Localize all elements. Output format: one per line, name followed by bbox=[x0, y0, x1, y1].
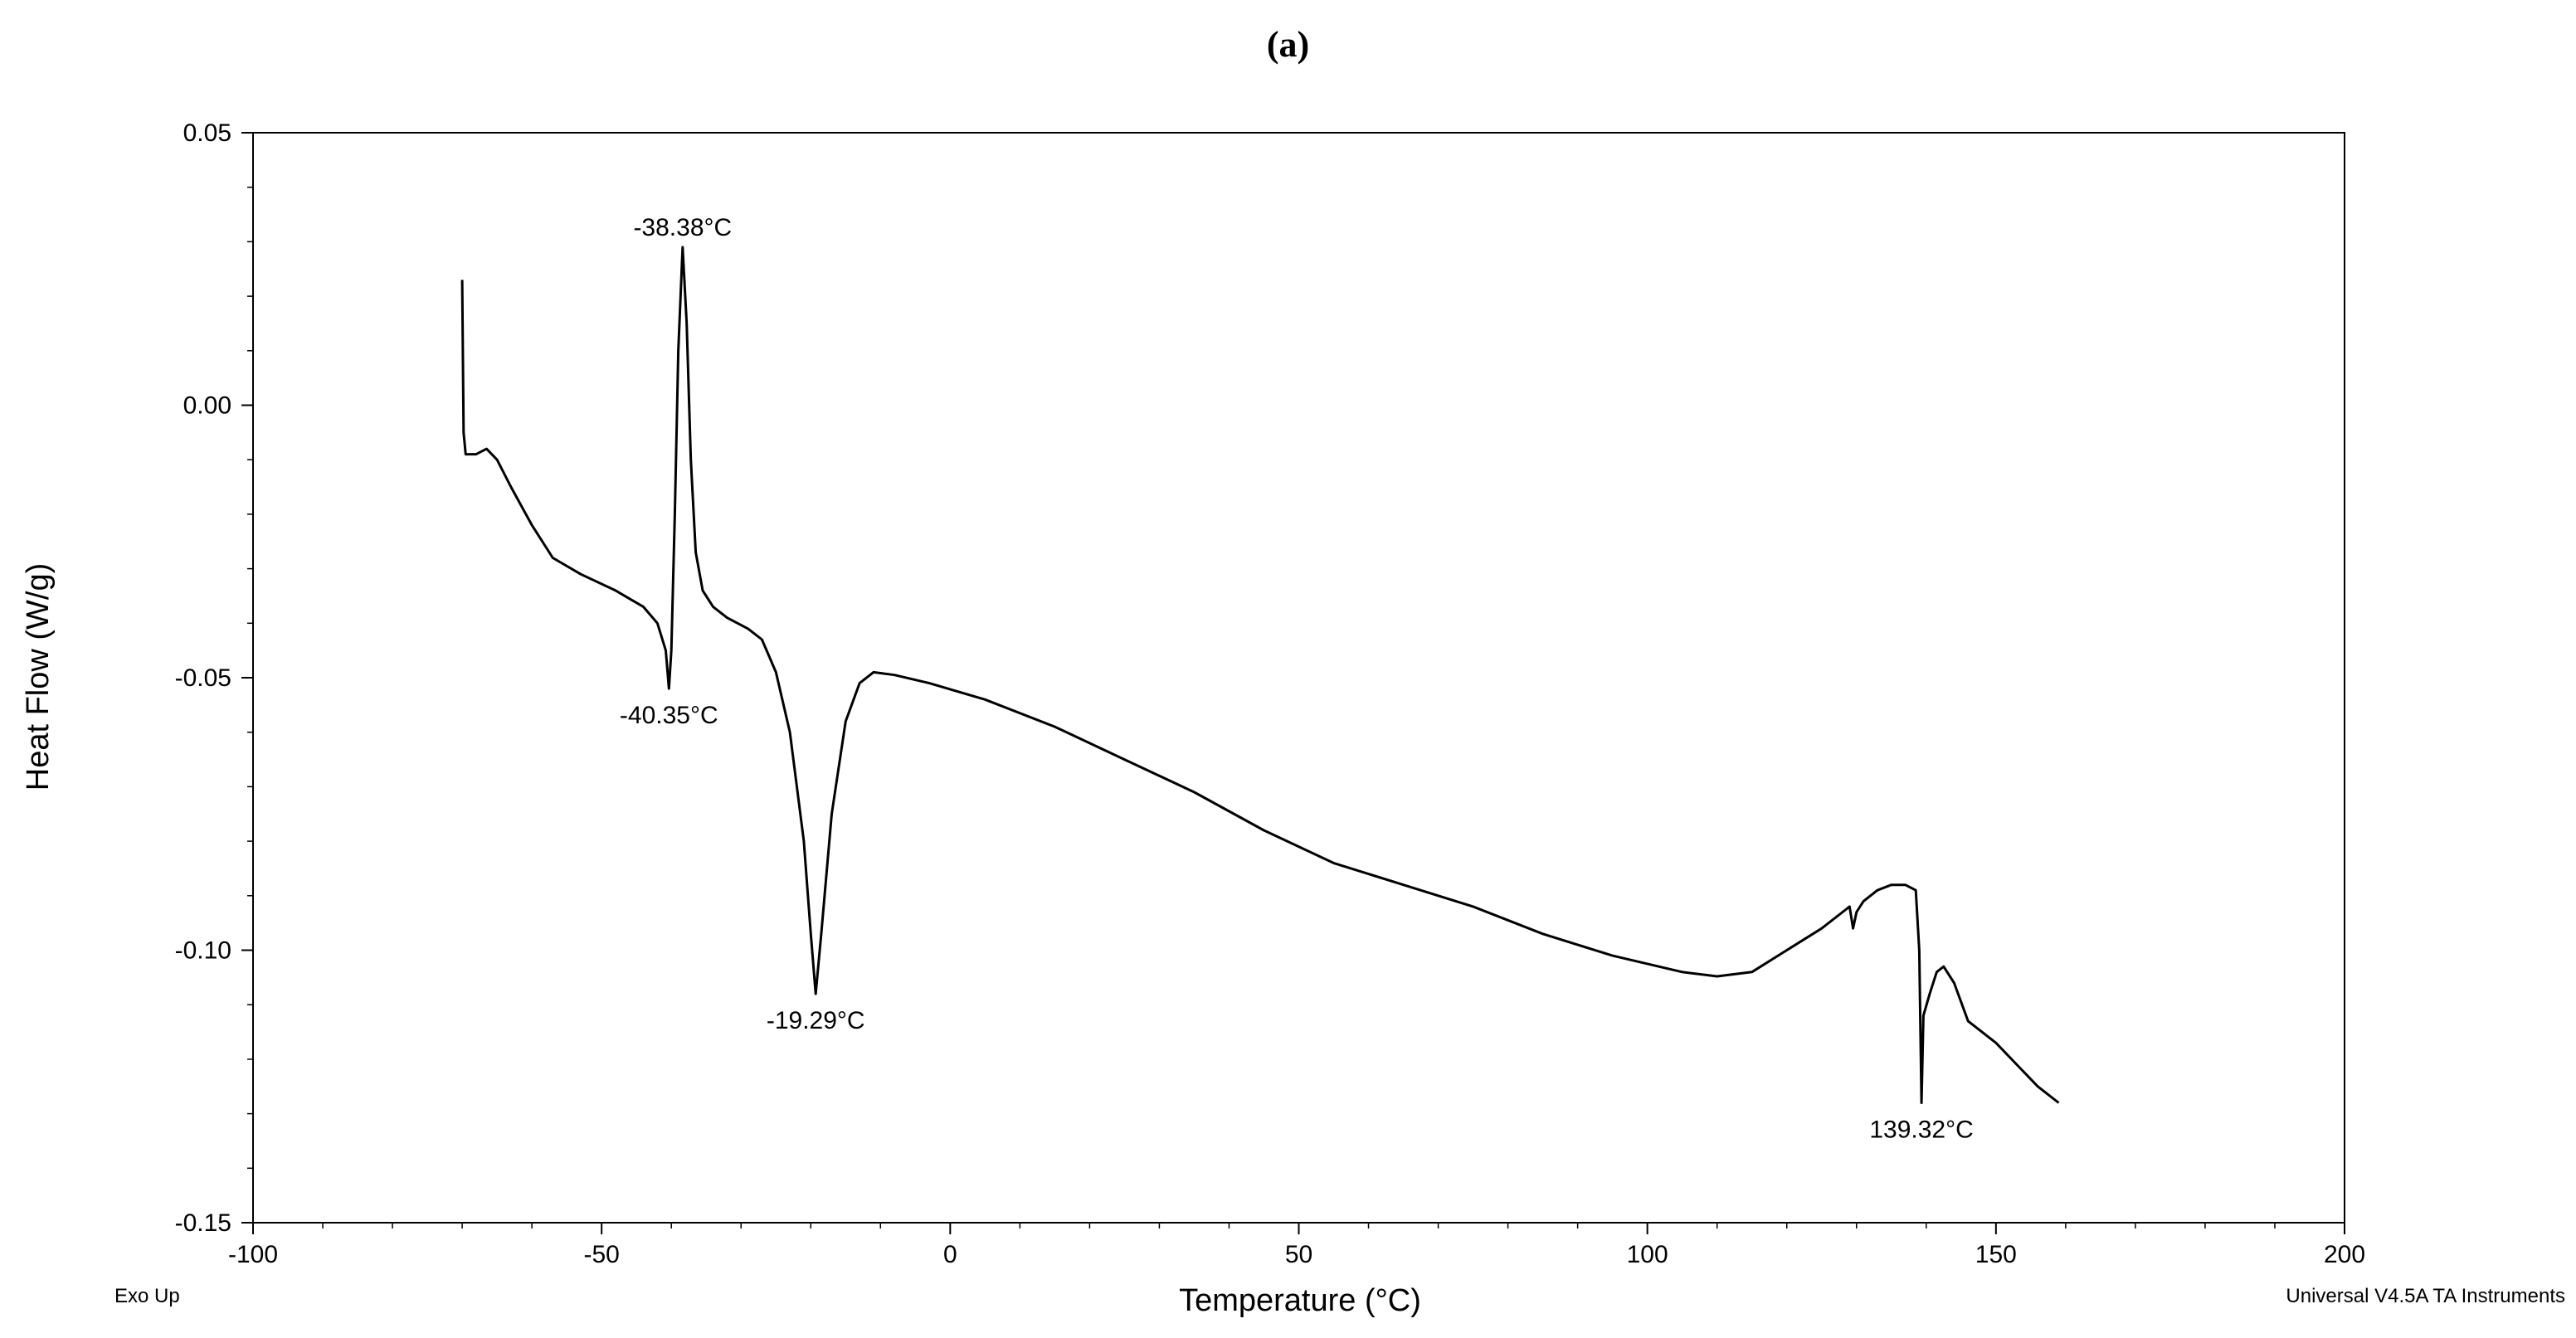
axes-layer bbox=[252, 132, 2345, 1224]
x-tick-label: 150 bbox=[1975, 1241, 2017, 1268]
peak-annotation: -40.35°C bbox=[620, 702, 718, 729]
ticks-layer: -100 -50 0 50 100 150 200 -0.15 -0.10 -0.05 0.00 0.… bbox=[175, 119, 2365, 1268]
x-tick-label: 100 bbox=[1627, 1241, 1668, 1268]
peak-annotation: -38.38°C bbox=[633, 214, 732, 241]
footer-instrument: Universal V4.5A TA Instruments bbox=[2286, 1285, 2565, 1307]
y-tick-label: -0.10 bbox=[175, 937, 231, 965]
y-tick-label: 0.00 bbox=[183, 392, 231, 420]
heat-flow-line bbox=[460, 246, 2060, 1104]
peak-annotation: -19.29°C bbox=[767, 1007, 865, 1034]
y-axis-title: Heat Flow (W/g) bbox=[21, 563, 56, 791]
x-tick-label: 0 bbox=[943, 1241, 957, 1268]
plot-frame bbox=[252, 132, 2345, 1224]
x-tick-label: 200 bbox=[2324, 1241, 2365, 1268]
x-axis-title: Temperature (°C) bbox=[1179, 1283, 1421, 1318]
x-tick-label: -50 bbox=[583, 1241, 619, 1268]
x-tick-label: 50 bbox=[1285, 1241, 1312, 1268]
x-tick-label: -100 bbox=[228, 1241, 278, 1268]
y-tick-label: 0.05 bbox=[183, 119, 231, 147]
annotation-layer: -38.38°C -40.35°C -19.29°C 139.32°C bbox=[620, 214, 1974, 1143]
peak-annotation: 139.32°C bbox=[1869, 1116, 1973, 1143]
y-tick-label: -0.05 bbox=[175, 664, 231, 692]
panel-label: (a) bbox=[1266, 24, 1310, 65]
data-layer bbox=[460, 246, 2060, 1104]
y-tick-label: -0.15 bbox=[175, 1209, 231, 1237]
footer-exo-up: Exo Up bbox=[114, 1285, 180, 1307]
